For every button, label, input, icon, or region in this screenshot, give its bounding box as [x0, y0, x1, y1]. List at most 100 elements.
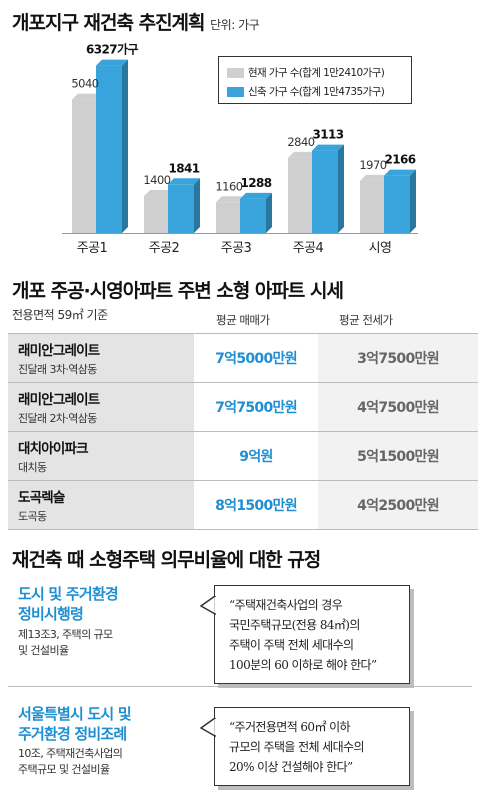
price-section-title: 개포 주공·시영아파트 주변 소형 아파트 시세: [12, 280, 344, 302]
apartment-location: 대치동: [18, 461, 47, 474]
legend-label-current: 현재 가구 수(합계 1만2410가구): [248, 67, 385, 79]
chart-unit: 단위: 가구: [210, 18, 260, 32]
price-table: 래미안그레이트 진달래 3차·역삼동 7억5000만원 3억7500만원 래미안그레이트…: [8, 333, 478, 530]
rules-section-title: 재건축 때 소형주택 의무비율에 대한 규정: [12, 549, 321, 571]
bar-new-2: [168, 184, 194, 233]
bar-new-5-side: [410, 169, 416, 233]
rule-2-name: 서울특별시 도시 및 주거환경 정비조례: [18, 704, 132, 744]
rule-1-article-line-1: 제13조3, 주택의 규모: [18, 628, 113, 641]
rule-2-article-line-2: 주택규모 및 건설비율: [18, 763, 110, 776]
legend-swatch-new: [227, 87, 244, 97]
col-header-jeonse: 평균 전세가: [339, 313, 393, 327]
rule-1-quote-line-3: 주택이 주택 전체 세대수의: [229, 638, 354, 652]
rule-1-quote: “주택재건축사업의 경우 국민주택규모(전용 84㎡)의 주택이 주택 전체 세…: [214, 585, 410, 684]
rule-2-name-line-1: 서울특별시 도시 및: [18, 705, 132, 723]
bar-current-5: [360, 180, 386, 233]
apartment-name: 래미안그레이트: [18, 343, 100, 359]
value-label-current-4: 2840: [287, 135, 314, 149]
bar-new-3: [240, 198, 266, 233]
apartment-location: 도곡동: [18, 510, 47, 523]
avg-jeonse-price: 5억1500만원: [318, 431, 478, 481]
rules-divider: [8, 686, 472, 687]
rule-1-article: 제13조3, 주택의 규모 및 건설비율: [18, 627, 113, 659]
bar-current-1: [72, 99, 98, 233]
bar-new-5: [384, 175, 410, 233]
rule-2-article: 10조, 주택재건축사업의 주택규모 및 건설비율: [18, 746, 123, 778]
table-row: 래미안그레이트 진달래 3차·역삼동 7억5000만원 3억7500만원: [8, 333, 478, 383]
bar-current-2: [144, 195, 170, 233]
avg-jeonse-price: 3억7500만원: [318, 333, 478, 383]
rule-2-quote-line-2: 규모의 주택을 전체 세대수의: [229, 740, 365, 754]
rule-1-name: 도시 및 주거환경 정비시행령: [18, 584, 119, 624]
avg-jeonse-price: 4억2500만원: [318, 480, 478, 530]
rule-1-quote-line-2: 국민주택규모(전용 84㎡)의: [229, 618, 360, 632]
apartment-location: 진달래 2차·역삼동: [18, 412, 97, 425]
apartment-location: 진달래 3차·역삼동: [18, 363, 97, 376]
category-label-5: 시영: [369, 241, 392, 256]
bar-new-4-side: [338, 144, 344, 233]
bar-new-1-top: [96, 59, 128, 66]
rule-1-name-line-2: 정비시행령: [18, 605, 84, 623]
rule-2-article-line-1: 10조, 주택재건축사업의: [18, 747, 123, 760]
bar-new-3-side: [266, 192, 272, 233]
avg-sale-price: 7억5000만원: [194, 333, 318, 383]
col-header-sale: 평균 매매가: [216, 313, 270, 327]
value-label-current-2: 1400: [143, 173, 170, 187]
bar-new-2-top: [168, 178, 200, 185]
avg-sale-price: 7억7500만원: [194, 382, 318, 432]
bar-new-1-side: [122, 59, 128, 233]
bar-new-1: [96, 65, 122, 233]
table-row: 래미안그레이트 진달래 2차·역삼동 7억7500만원 4억7500만원: [8, 382, 478, 432]
rule-1-name-line-1: 도시 및 주거환경: [18, 585, 119, 603]
rule-1-article-line-2: 및 건설비율: [18, 644, 69, 657]
bar-new-5-top: [384, 169, 416, 176]
apartment-name: 래미안그레이트: [18, 392, 100, 408]
rule-1-quote-pointer: [200, 596, 216, 616]
rule-1-quote-line-4: 100분의 60 이하로 해야 한다”: [229, 658, 377, 672]
rule-2-quote: “주거전용면적 60㎡ 이하 규모의 주택을 전체 세대수의 20% 이상 건설…: [214, 707, 410, 786]
apartment-name: 대치아이파크: [18, 441, 89, 457]
value-label-new-4: 3113: [313, 128, 344, 142]
bar-new-4-top: [312, 144, 344, 151]
rule-2-quote-line-3: 20% 이상 건설해야 한다”: [229, 760, 353, 774]
chart-title-text: 개포지구 재건축 추진계획: [12, 12, 206, 34]
table-row: 대치아이파크 대치동 9억원 5억1500만원: [8, 431, 478, 481]
legend-item-current: 현재 가구 수(합계 1만2410가구): [227, 65, 385, 80]
bar-new-4: [312, 150, 338, 233]
category-label-2: 주공2: [149, 241, 179, 256]
bar-new-3-top: [240, 192, 272, 199]
bar-current-3: [216, 202, 242, 233]
rule-2-quote-line-1: “주거전용면적 60㎡ 이하: [229, 720, 351, 734]
chart-legend: 현재 가구 수(합계 1만2410가구) 신축 가구 수(합계 1만4735가구…: [218, 56, 412, 104]
category-label-4: 주공4: [293, 241, 324, 256]
value-label-new-5: 2166: [385, 153, 416, 167]
rule-2-quote-pointer: [200, 718, 216, 738]
table-row: 도곡렉슬 도곡동 8억1500만원 4억2500만원: [8, 480, 478, 530]
category-label-1: 주공1: [77, 241, 108, 256]
value-label-current-3: 1160: [215, 179, 242, 193]
category-label-3: 주공3: [221, 241, 252, 256]
bar-new-2-side: [194, 178, 200, 233]
legend-label-new: 신축 가구 수(합계 1만4735가구): [248, 86, 385, 98]
legend-swatch-current: [227, 68, 244, 78]
area-note: 전용면적 59㎡ 기준: [12, 308, 108, 322]
rule-1-quote-line-1: “주택재건축사업의 경우: [229, 598, 343, 612]
avg-jeonse-price: 4억7500만원: [318, 382, 478, 432]
avg-sale-price: 8억1500만원: [194, 480, 318, 530]
value-label-new-3: 1288: [241, 176, 272, 190]
value-label-current-5: 1970: [359, 158, 386, 172]
value-label-current-1: 5040: [71, 77, 98, 91]
bar-current-4: [288, 157, 314, 233]
value-label-new-1: 6327가구: [86, 42, 138, 57]
value-label-new-2: 1841: [169, 161, 200, 175]
chart-title: 개포지구 재건축 추진계획 단위: 가구: [12, 8, 260, 35]
apartment-name: 도곡렉슬: [18, 490, 65, 506]
avg-sale-price: 9억원: [194, 431, 318, 481]
rule-2-name-line-2: 주거환경 정비조례: [18, 725, 127, 743]
legend-item-new: 신축 가구 수(합계 1만4735가구): [227, 84, 385, 99]
